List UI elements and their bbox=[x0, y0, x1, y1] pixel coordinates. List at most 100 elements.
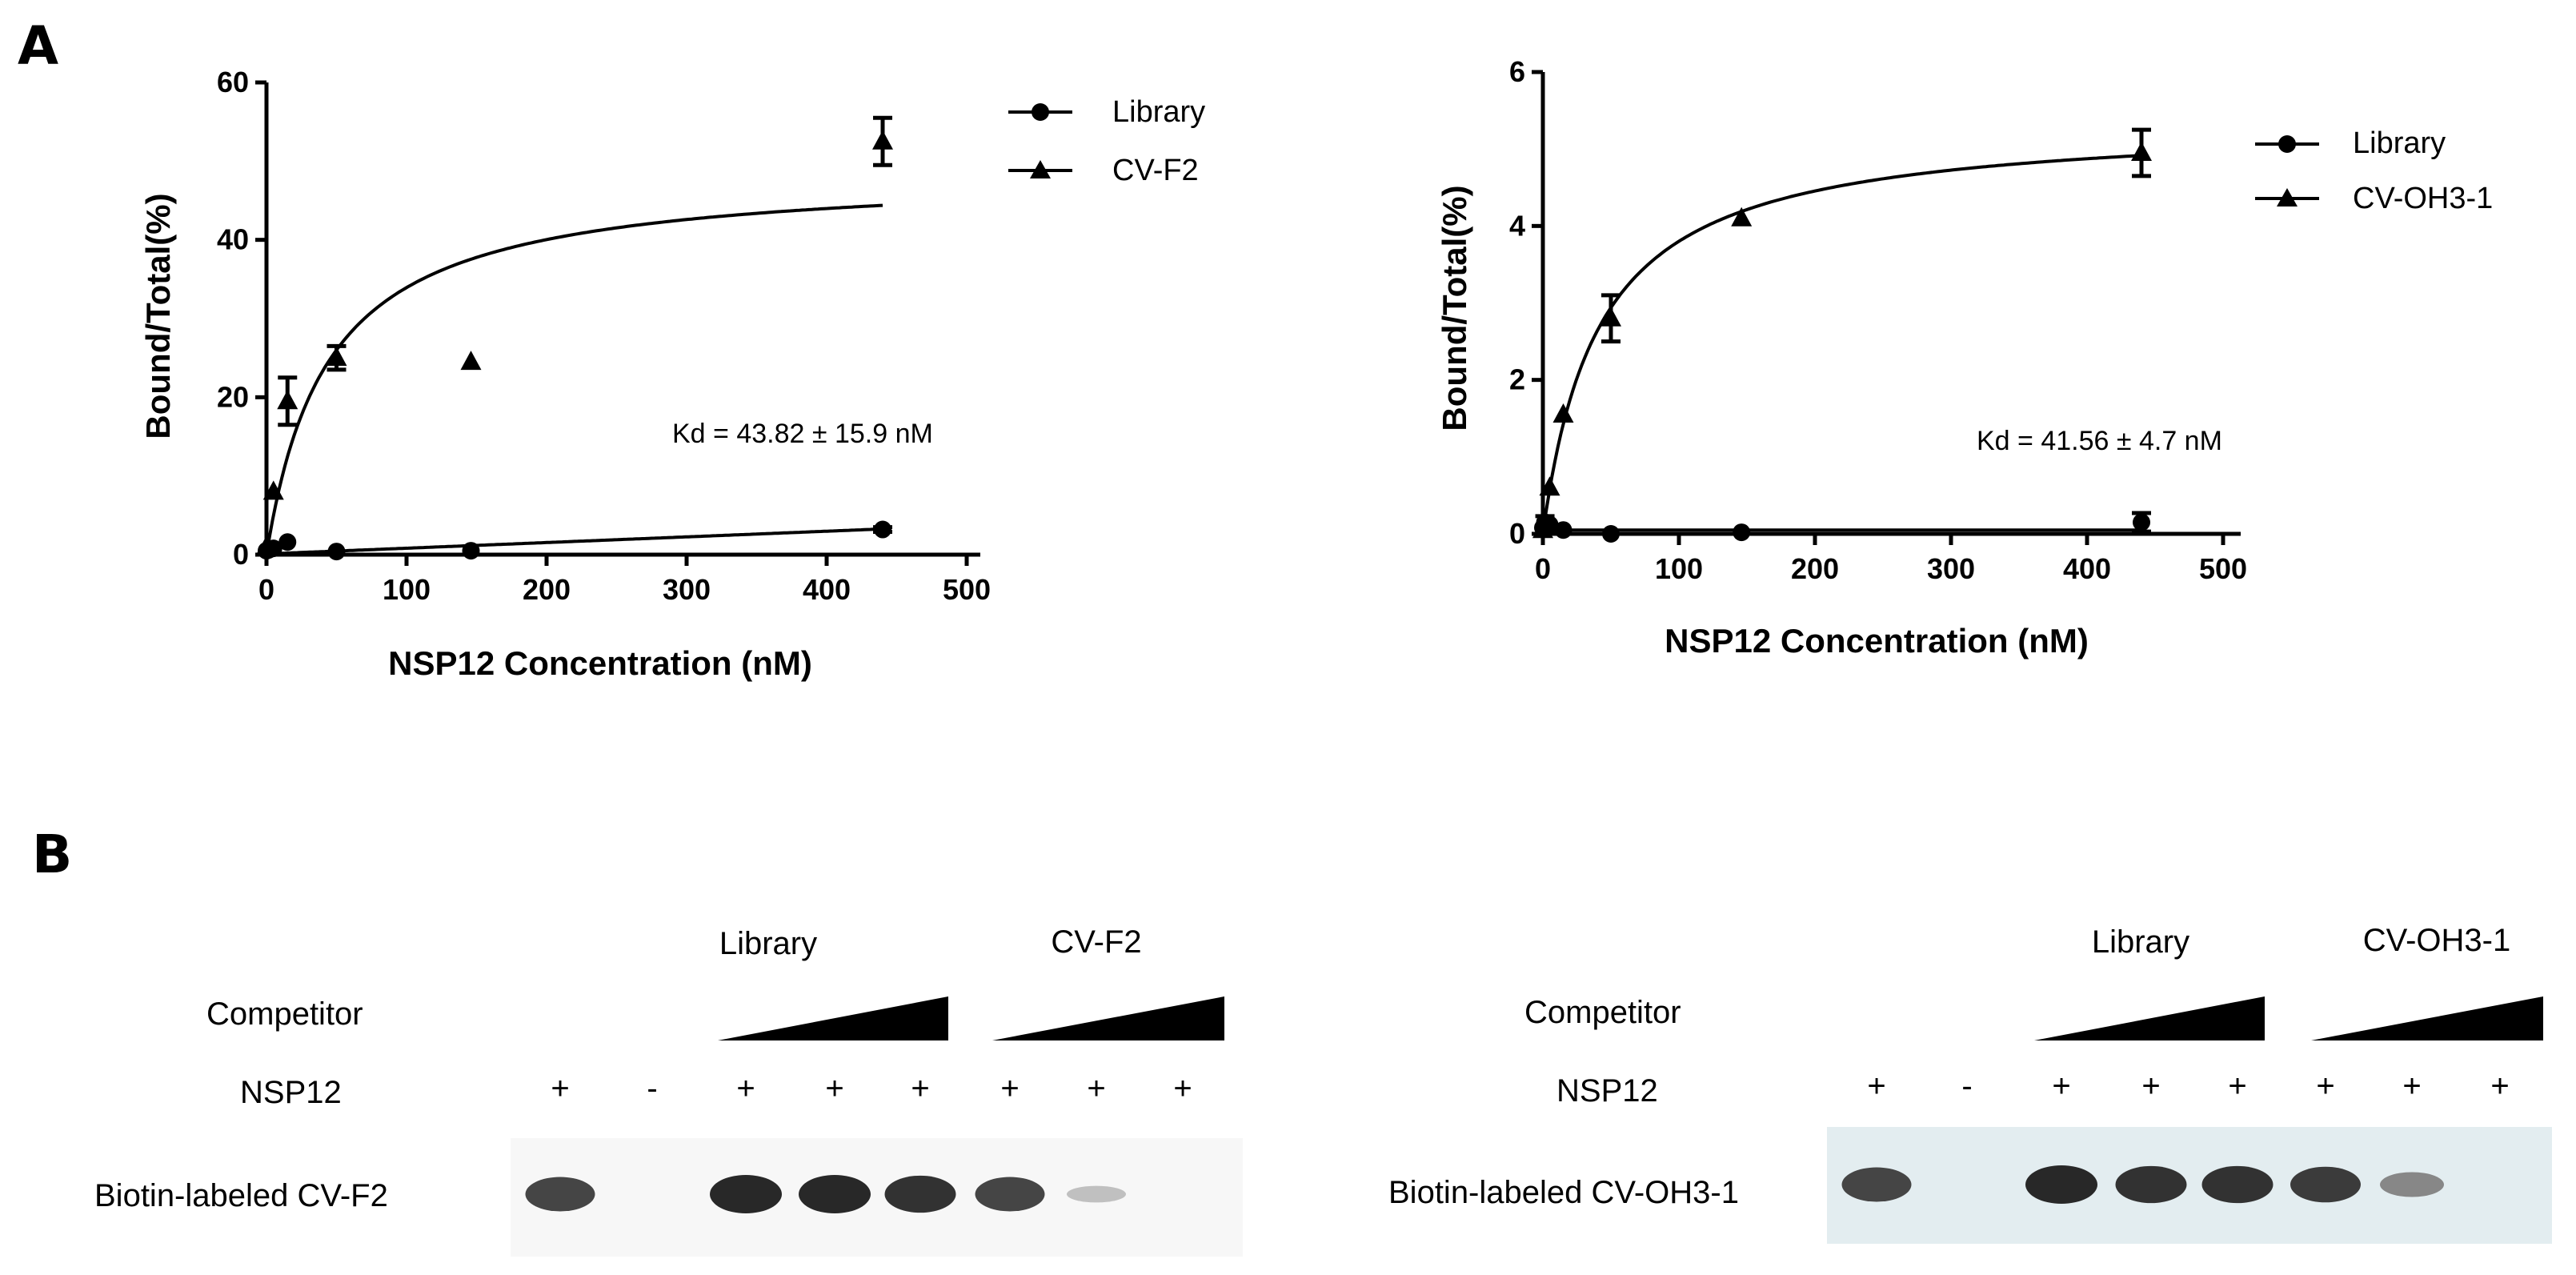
cv-oh3-1-data-point bbox=[1552, 403, 1574, 423]
library-fit-curve bbox=[266, 527, 883, 555]
blot1-bands bbox=[525, 1175, 1126, 1213]
chart1-y-axis-title: Bound/Total(%) bbox=[139, 193, 177, 439]
blot-band bbox=[2201, 1165, 2274, 1204]
chart1-fit-curves bbox=[265, 203, 883, 555]
nsp12-sign: + bbox=[2228, 1069, 2246, 1104]
x-tick-label: 200 bbox=[523, 573, 571, 606]
blot1-probe-gradient-wedge bbox=[992, 996, 1224, 1040]
x-tick-label: 400 bbox=[803, 573, 851, 606]
blot2-row-label: Biotin-labeled CV-OH3-1 bbox=[1388, 1175, 1739, 1210]
competition-blot-cv-oh3-1: Library CV-OH3-1 Competitor NSP12 + - + + + +… bbox=[1388, 923, 2552, 1244]
blot-band bbox=[1841, 1167, 1912, 1202]
chart1-legend: Library CV-F2 bbox=[1008, 95, 1205, 187]
y-tick-label: 0 bbox=[1509, 517, 1525, 550]
blot-band bbox=[2025, 1165, 2097, 1204]
blot-band bbox=[2380, 1172, 2444, 1197]
x-tick-label: 500 bbox=[2199, 552, 2247, 585]
legend-cv-oh3-1-label: CV-OH3-1 bbox=[2353, 182, 2493, 215]
competition-blot-cv-f2: Library CV-F2 Competitor NSP12 + - + + + + + + … bbox=[94, 924, 1243, 1257]
y-tick-label: 4 bbox=[1509, 209, 1525, 242]
binding-chart-cv-f2: 0 100 200 300 400 500 0 20 40 60 NSP12 Concentrat… bbox=[139, 66, 1205, 682]
cv-oh3-1-data-point bbox=[1731, 206, 1753, 227]
cv-f2-fit-curve bbox=[265, 203, 883, 555]
x-tick-label: 200 bbox=[1791, 552, 1839, 585]
blot2-probe-gradient-wedge bbox=[2311, 996, 2543, 1040]
legend-library-marker-2 bbox=[2278, 135, 2296, 153]
blot-band bbox=[525, 1177, 595, 1212]
y-tick-label: 6 bbox=[1509, 55, 1525, 88]
x-tick-label: 100 bbox=[1655, 552, 1703, 585]
cv-f2-data-point bbox=[460, 351, 482, 371]
blot1-library-gradient-wedge bbox=[718, 996, 948, 1040]
blot2-bands bbox=[1841, 1165, 2444, 1204]
blot2-library-label: Library bbox=[2092, 924, 2189, 960]
nsp12-sign: + bbox=[2316, 1069, 2334, 1104]
x-tick-label: 500 bbox=[943, 573, 991, 606]
chart1-kd-annotation: Kd = 43.82 ± 15.9 nM bbox=[672, 419, 933, 449]
blot2-nsp12-label: NSP12 bbox=[1556, 1073, 1658, 1109]
cv-oh3-1-data-point bbox=[1539, 476, 1560, 496]
library-data-point bbox=[2133, 513, 2150, 531]
x-tick-label: 0 bbox=[258, 573, 274, 606]
cv-f2-data-point bbox=[326, 347, 347, 367]
y-tick-label: 60 bbox=[217, 66, 249, 98]
y-tick-label: 0 bbox=[233, 538, 249, 571]
nsp12-sign: + bbox=[1000, 1071, 1019, 1106]
blot1-nsp12-signs: + - + + + + + + bbox=[551, 1071, 1192, 1106]
chart2-kd-annotation: Kd = 41.56 ± 4.7 nM bbox=[1977, 426, 2222, 456]
cv-oh3-1-data-point bbox=[1532, 519, 1553, 539]
legend-library-label-2: Library bbox=[2353, 126, 2446, 160]
blot-band bbox=[2115, 1165, 2187, 1204]
blot2-probe-label: CV-OH3-1 bbox=[2363, 923, 2511, 958]
blot-band bbox=[975, 1177, 1045, 1212]
chart1-axes bbox=[264, 82, 980, 557]
binding-chart-cv-oh3-1: 0 100 200 300 400 500 0 2 4 6 NSP12 Concentration… bbox=[1436, 55, 2493, 660]
blot1-membrane bbox=[511, 1138, 1243, 1257]
nsp12-sign: + bbox=[551, 1071, 569, 1106]
library-data-point bbox=[327, 543, 346, 561]
x-tick-label: 0 bbox=[1535, 552, 1551, 585]
y-tick-label: 20 bbox=[217, 380, 249, 413]
legend-library-marker bbox=[1032, 103, 1049, 121]
blot2-library-gradient-wedge bbox=[2034, 996, 2265, 1040]
x-tick-label: 300 bbox=[663, 573, 711, 606]
nsp12-sign: + bbox=[1173, 1071, 1192, 1106]
cv-oh3-1-data-point bbox=[2131, 141, 2152, 161]
legend-cv-f2-label: CV-F2 bbox=[1112, 154, 1199, 187]
chart2-x-axis-title: NSP12 Concentration (nM) bbox=[1665, 622, 2089, 660]
chart2-fit-curves bbox=[1541, 154, 2142, 535]
x-tick-label: 100 bbox=[383, 573, 431, 606]
library-data-point bbox=[278, 533, 297, 551]
blot1-row-label: Biotin-labeled CV-F2 bbox=[94, 1178, 388, 1213]
nsp12-sign: + bbox=[1867, 1069, 1885, 1104]
chart2-data-marks bbox=[1532, 127, 2152, 543]
nsp12-sign: - bbox=[647, 1071, 657, 1106]
cv-oh3-1-data-point bbox=[1600, 307, 1621, 327]
library-data-point bbox=[462, 542, 480, 560]
cv-oh3-1-fit-curve bbox=[1541, 154, 2142, 535]
legend-cv-f2-marker bbox=[1030, 160, 1051, 178]
nsp12-sign: + bbox=[2402, 1069, 2421, 1104]
blot-band bbox=[710, 1175, 782, 1213]
blot2-nsp12-signs: + - + + + + + + bbox=[1867, 1069, 2509, 1104]
blot1-nsp12-label: NSP12 bbox=[240, 1075, 342, 1110]
nsp12-sign: - bbox=[1961, 1069, 1972, 1104]
nsp12-sign: + bbox=[2141, 1069, 2160, 1104]
blot-band bbox=[799, 1175, 871, 1213]
nsp12-sign: + bbox=[825, 1071, 843, 1106]
y-tick-label: 2 bbox=[1509, 363, 1525, 396]
x-tick-label: 300 bbox=[1927, 552, 1975, 585]
panel-b-label: B bbox=[32, 824, 72, 885]
cv-f2-data-point bbox=[277, 390, 298, 410]
blot-band bbox=[2290, 1166, 2361, 1203]
cv-f2-data-point bbox=[872, 130, 893, 150]
blot-band bbox=[884, 1175, 956, 1213]
library-data-point bbox=[1602, 525, 1620, 543]
nsp12-sign: + bbox=[2490, 1069, 2509, 1104]
library-data-point bbox=[1733, 523, 1751, 542]
cv-f2-data-point bbox=[262, 480, 284, 500]
library-data-point bbox=[1554, 521, 1572, 539]
chart1-data-marks bbox=[256, 115, 893, 561]
chart2-legend: Library CV-OH3-1 bbox=[2255, 126, 2493, 215]
